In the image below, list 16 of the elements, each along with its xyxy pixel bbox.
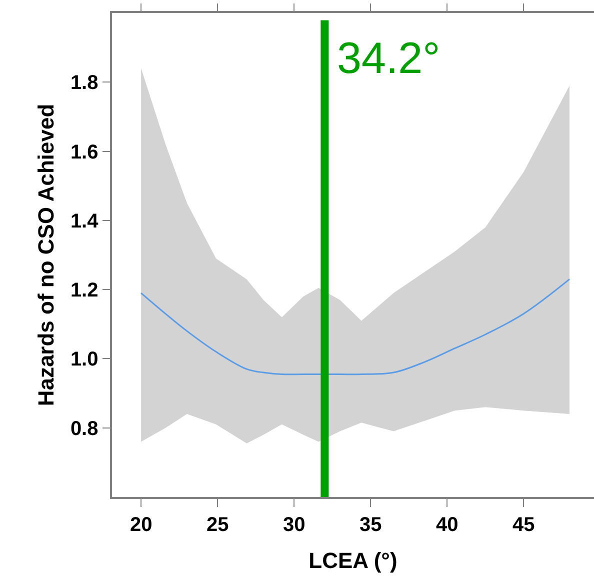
y-tick-label: 1.0: [70, 348, 98, 371]
annotation: 34.2°: [337, 34, 440, 83]
x-tick-label: 25: [206, 514, 229, 536]
y-tick-label: 0.8: [70, 418, 98, 440]
y-tick-label: 1.6: [70, 141, 98, 164]
y-tick-label: 1.4: [70, 210, 100, 232]
y-tick-label: 1.2: [70, 280, 98, 302]
x-tick-label: 35: [359, 514, 382, 536]
x-axis-title: LCEA (°): [308, 548, 398, 574]
y-tick-label: 1.8: [70, 72, 98, 94]
x-tick-label: 20: [130, 514, 152, 536]
x-tick-label: 45: [512, 514, 535, 536]
line-series: [140, 278, 570, 376]
x-tick-label: 40: [436, 514, 458, 536]
y-axis-title: Hazards of no CSO Achieved: [34, 104, 59, 406]
x-tick-label: 30: [282, 514, 306, 536]
